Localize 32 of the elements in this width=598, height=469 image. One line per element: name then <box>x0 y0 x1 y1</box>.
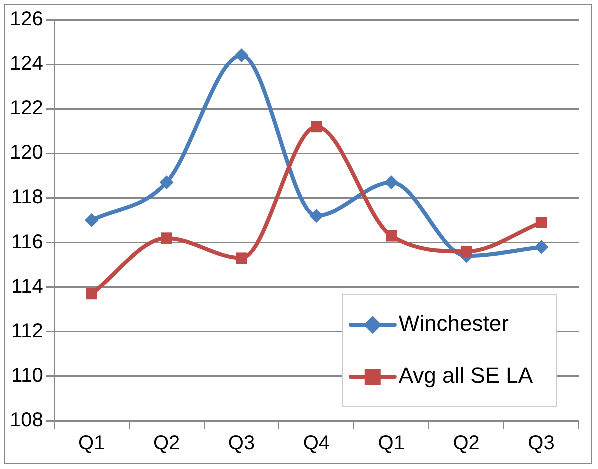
y-tick-label: 120 <box>10 142 44 164</box>
y-tick-label: 108 <box>10 410 44 432</box>
x-tick-label: Q2 <box>453 432 480 455</box>
point <box>311 121 322 133</box>
x-tick-label: Q3 <box>228 432 256 455</box>
point <box>536 217 548 228</box>
y-tick-label: 114 <box>11 276 44 298</box>
y-tick-label: 118 <box>11 186 44 209</box>
point <box>236 252 248 264</box>
y-tick-label: 112 <box>11 320 44 342</box>
y-tick-label: 122 <box>10 98 44 120</box>
point <box>161 232 172 244</box>
x-tick-label: Q1 <box>378 432 405 455</box>
y-tick-label: 110 <box>11 364 44 387</box>
x-tick-label: Q2 <box>153 432 180 455</box>
point <box>160 176 174 190</box>
point <box>534 240 549 254</box>
point <box>384 176 399 190</box>
legend-label: Winchester <box>398 311 509 336</box>
y-tick-label: 116 <box>11 231 44 254</box>
point <box>234 48 249 63</box>
y-tick-label: 124 <box>10 53 44 76</box>
point <box>460 246 472 258</box>
legend-label: Avg all SE LA <box>398 363 534 388</box>
y-tick-label: 126 <box>10 8 44 31</box>
point <box>386 230 398 242</box>
x-tick-label: Q1 <box>78 432 106 455</box>
x-tick-label: Q3 <box>528 432 555 455</box>
point <box>86 288 98 300</box>
x-tick-label: Q4 <box>303 432 330 455</box>
point <box>310 209 324 224</box>
point <box>84 214 99 228</box>
